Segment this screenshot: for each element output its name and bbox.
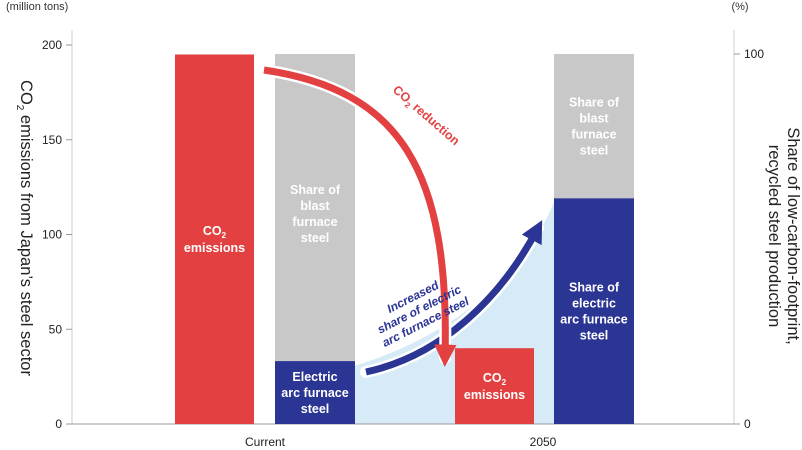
left-axis-ticks: 0 50 100 150 200 [42, 38, 72, 431]
left-tick-label: 100 [42, 228, 62, 242]
right-axis-label-line1: Share of low-carbon-footprint, [784, 127, 802, 344]
left-tick-label: 50 [49, 322, 63, 336]
right-axis-label-line2: recycled steel production [765, 145, 783, 328]
eaf-increase-arrow-line [365, 220, 543, 376]
bar-co2-emissions-0 [175, 54, 254, 424]
right-axis-unit: (%) [731, 1, 748, 13]
co2-reduction-arrow-line [263, 66, 457, 367]
bar-label-eaf-0: arc furnace [281, 386, 348, 400]
bar-label-bf-0: blast [300, 199, 330, 213]
right-tick-label: 0 [744, 417, 751, 431]
right-axis-ticks: 0 100 [734, 47, 764, 431]
bar-label-co2-0-line1: CO2 [203, 224, 227, 240]
bars [175, 54, 634, 424]
bar-blast-furnace-0 [275, 54, 355, 362]
left-tick-label: 200 [42, 38, 62, 52]
left-tick-label: 0 [55, 417, 62, 431]
bar-label-bf-1: furnace [571, 128, 616, 142]
bar-blast-furnace-1 [554, 54, 634, 199]
x-tick-label-2050: 2050 [530, 435, 557, 449]
bar-co2-emissions-1 [455, 348, 534, 424]
bar-label-bf-1: Share of [569, 96, 620, 110]
bar-label-bf-1: blast [579, 112, 609, 126]
bar-label-co2-1-line2: emissions [464, 388, 525, 402]
bar-eaf-0 [275, 361, 355, 424]
bar-label-bf-0: furnace [292, 215, 337, 229]
bar-label-eaf-0: Electric [292, 370, 337, 384]
bar-label-co2-0-line2: emissions [184, 241, 245, 255]
bar-label-co2-1-line1: CO2 [483, 371, 507, 387]
bar-label-bf-0: Share of [290, 183, 341, 197]
bar-label-eaf-1: Share of [569, 281, 620, 295]
bar-label-eaf-1: electric [572, 297, 616, 311]
left-axis-unit: (million tons) [6, 1, 68, 13]
left-tick-label: 150 [42, 133, 62, 147]
left-axis-label: CO2 emissions from Japan’s steel sector [14, 80, 35, 376]
bar-label-eaf-1: steel [580, 329, 609, 343]
bar-label-eaf-0: steel [301, 402, 330, 416]
bar-label-bf-0: steel [301, 231, 330, 245]
bar-label-bf-1: steel [580, 144, 609, 158]
x-tick-label-current: Current [245, 435, 286, 449]
bar-label-eaf-1: arc furnace [560, 313, 627, 327]
right-tick-label: 100 [744, 47, 764, 61]
bar-eaf-1 [554, 198, 634, 424]
